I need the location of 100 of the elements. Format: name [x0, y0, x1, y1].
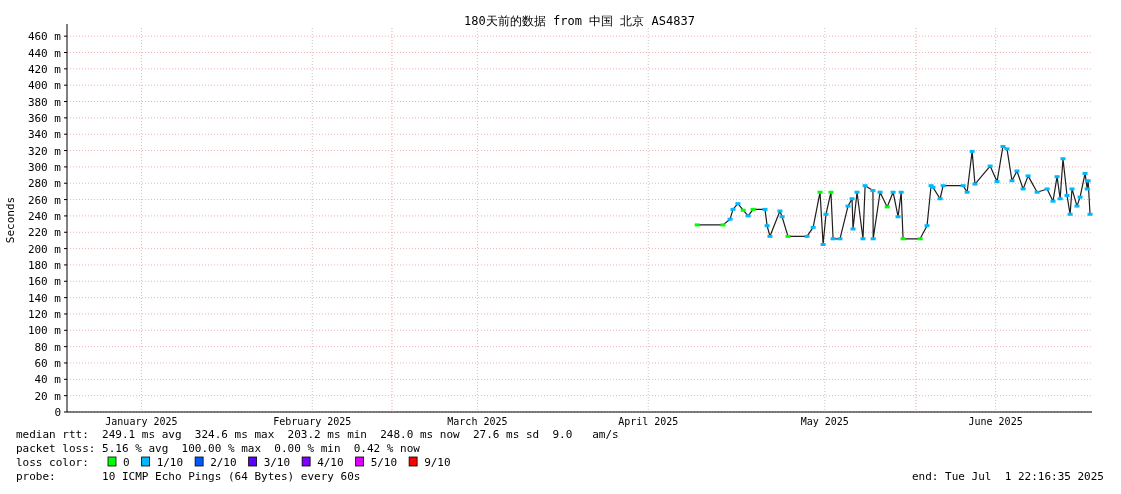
- y-tick-label: 260 m: [27, 193, 62, 207]
- point: [937, 197, 943, 201]
- point: [823, 212, 829, 216]
- point: [804, 234, 810, 238]
- point: [924, 224, 930, 228]
- point: [964, 190, 970, 194]
- point: [764, 224, 770, 228]
- point: [1057, 197, 1063, 201]
- point: [1074, 204, 1080, 208]
- point: [1004, 147, 1010, 151]
- point: [1000, 144, 1006, 148]
- point: [1082, 171, 1088, 175]
- y-axis-title: Seconds: [4, 196, 17, 244]
- point: [727, 217, 733, 221]
- text: median rtt: 249.1 ms avg 324.6 ms max 203.2 ms min 248.0 ms now 27.6 ms sd 9.0 am/s: [16, 428, 619, 441]
- x-tick-label: March 2025: [447, 416, 508, 427]
- x-tick-label: June 2025: [968, 416, 1023, 427]
- point: [1009, 179, 1015, 183]
- y-tick-label: 140 m: [27, 291, 62, 305]
- point: [1020, 187, 1026, 191]
- text: probe: 10 ICMP Echo Pings (64 Bytes) every 60s: [16, 470, 361, 483]
- point: [1054, 175, 1060, 179]
- point: [940, 184, 946, 188]
- point: [1064, 193, 1070, 197]
- y-tick-label: 160 m: [27, 275, 62, 289]
- y-tick-label: 420 m: [27, 62, 62, 76]
- point: [828, 190, 834, 194]
- point: [1067, 212, 1073, 216]
- x-tick-label: January 2025: [105, 416, 178, 427]
- y-tick-label: 180 m: [27, 258, 62, 272]
- point: [877, 190, 883, 194]
- point: [1050, 199, 1056, 203]
- point: [1084, 187, 1090, 191]
- point: [890, 190, 896, 194]
- y-tick-label: 360 m: [27, 111, 62, 125]
- y-tick-label: 60 m: [34, 356, 62, 370]
- point: [1085, 179, 1091, 183]
- y-tick-label: 320 m: [27, 144, 62, 158]
- point: [849, 197, 855, 201]
- point: [817, 190, 823, 194]
- legend-label: 9/10: [424, 456, 451, 469]
- legend-label: 0: [123, 456, 130, 469]
- point: [837, 237, 843, 241]
- point: [720, 223, 726, 227]
- point: [854, 190, 860, 194]
- point: [900, 237, 906, 241]
- point: [767, 234, 773, 238]
- point: [740, 208, 746, 212]
- point: [810, 225, 816, 229]
- point: [1087, 212, 1093, 216]
- x-tick-label: April 2025: [618, 416, 679, 427]
- point: [898, 190, 904, 194]
- legend-label: 4/10: [317, 456, 344, 469]
- x-tick-label: February 2025: [273, 416, 352, 427]
- text: packet loss: 5.16 % avg 100.00 % max 0.00 % min 0.42 % now: [16, 442, 421, 455]
- y-tick-label: 240 m: [27, 209, 62, 223]
- y-tick-label: 400 m: [27, 79, 62, 93]
- point: [779, 215, 785, 219]
- chart-title: 180天前的数据 from 中国 北京 AS4837: [464, 14, 695, 28]
- legend-title: loss color:: [16, 456, 89, 469]
- point: [994, 180, 1000, 184]
- point: [1060, 157, 1066, 161]
- point: [785, 234, 791, 238]
- y-tick-label: 120 m: [27, 307, 62, 321]
- y-tick-label: 20 m: [34, 389, 62, 403]
- point: [830, 237, 836, 241]
- y-tick-label: 340 m: [27, 128, 62, 142]
- point: [850, 227, 856, 231]
- legend-label: 2/10: [210, 456, 237, 469]
- point: [862, 184, 868, 188]
- point: [987, 164, 993, 168]
- point: [969, 149, 975, 153]
- point: [895, 215, 901, 219]
- point: [694, 223, 700, 227]
- y-tick-label: 220 m: [27, 226, 62, 240]
- legend-label: 3/10: [263, 456, 291, 469]
- legend-label: 5/10: [370, 456, 398, 469]
- point: [1044, 187, 1050, 191]
- point: [762, 207, 768, 211]
- legend-label: 1/10: [156, 456, 184, 469]
- y-tick-label: 40 m: [34, 373, 62, 387]
- point: [870, 237, 876, 241]
- point: [1034, 190, 1040, 194]
- point: [972, 182, 978, 186]
- y-tick-label: 0: [54, 406, 61, 419]
- y-tick-label: 460 m: [27, 30, 62, 44]
- point: [860, 237, 866, 241]
- point: [1014, 169, 1020, 173]
- y-tick-label: 300 m: [27, 160, 62, 174]
- point: [1069, 187, 1075, 191]
- point: [1025, 174, 1031, 178]
- point: [845, 204, 851, 208]
- point: [870, 189, 876, 193]
- point: [884, 205, 890, 209]
- point: [917, 237, 923, 241]
- point: [730, 207, 736, 211]
- y-tick-label: 80 m: [34, 340, 62, 354]
- point: [750, 207, 756, 211]
- point: [960, 184, 966, 188]
- y-tick-label: 380 m: [27, 95, 62, 109]
